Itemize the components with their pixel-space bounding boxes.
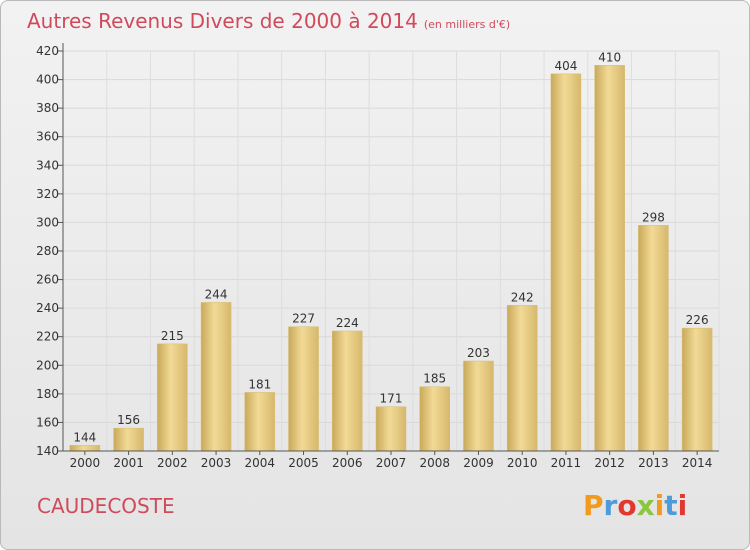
chart-subtitle: (en milliers d'€)	[423, 18, 511, 31]
x-tick-label-2008: 2008	[419, 456, 450, 470]
x-tick-label-2009: 2009	[463, 456, 494, 470]
bar-2011	[550, 73, 582, 452]
bar-2009	[463, 360, 494, 452]
value-label-2014: 226	[686, 313, 709, 327]
bar-2010	[506, 305, 538, 452]
bar-2002	[157, 343, 188, 452]
bar-2007	[375, 406, 407, 452]
y-tick-label: 240	[36, 301, 59, 315]
bars	[69, 65, 713, 452]
chart-title: Autres Revenus Divers de 2000 à 2014 (en …	[27, 9, 510, 33]
y-tick-label: 280	[36, 244, 59, 258]
value-label-2012: 410	[598, 50, 621, 64]
value-label-2000: 144	[73, 430, 96, 444]
y-tick-label: 140	[36, 444, 59, 458]
y-tick-label: 360	[36, 130, 59, 144]
y-tick-label: 400	[36, 73, 59, 87]
value-label-2011: 404	[554, 59, 577, 73]
x-tick-label-2006: 2006	[332, 456, 363, 470]
x-tick-label-2005: 2005	[288, 456, 319, 470]
x-tick-label-2004: 2004	[245, 456, 276, 470]
logo-letter: x	[636, 489, 655, 522]
bar-2001	[113, 427, 144, 452]
logo-letter: r	[603, 489, 618, 522]
bar-2005	[288, 326, 319, 452]
y-tick-label: 160	[36, 415, 59, 429]
x-tick-label-2003: 2003	[201, 456, 232, 470]
x-tick-label-2000: 2000	[70, 456, 101, 470]
x-tick-label-2012: 2012	[594, 456, 625, 470]
bar-2004	[244, 392, 276, 452]
bar-2000	[69, 445, 101, 452]
x-tick-label-2013: 2013	[638, 456, 669, 470]
labels: 140 160 180 200 220 240 260 280 300 320 340 360 380 4…	[36, 44, 712, 470]
value-label-2010: 242	[511, 290, 534, 304]
x-tick-label-2007: 2007	[376, 456, 407, 470]
bar-2013	[638, 225, 669, 452]
x-tick-label-2011: 2011	[551, 456, 582, 470]
value-label-2004: 181	[248, 377, 271, 391]
bar-2006	[332, 330, 363, 452]
y-tick-label: 420	[36, 44, 59, 58]
logo-letter: P	[583, 489, 604, 522]
value-label-2007: 171	[380, 392, 403, 406]
value-label-2003: 244	[205, 287, 228, 301]
y-tick-label: 340	[36, 158, 59, 172]
x-tick-label-2002: 2002	[157, 456, 188, 470]
bar-2014	[681, 327, 713, 452]
x-tick-label-2014: 2014	[682, 456, 713, 470]
value-label-2005: 227	[292, 312, 315, 326]
value-label-2008: 185	[423, 372, 446, 386]
y-tick-label: 200	[36, 358, 59, 372]
y-tick-label: 380	[36, 101, 59, 115]
y-tick-label: 260	[36, 273, 59, 287]
logo-letter: i	[654, 489, 665, 522]
value-label-2001: 156	[117, 413, 140, 427]
logo-letter: i	[677, 489, 688, 522]
value-label-2013: 298	[642, 210, 665, 224]
y-tick-label: 180	[36, 387, 59, 401]
axes	[58, 43, 719, 455]
y-tick-label: 220	[36, 330, 59, 344]
value-label-2006: 224	[336, 316, 359, 330]
bar-2012	[594, 65, 625, 452]
value-label-2009: 203	[467, 346, 490, 360]
proxiti-logo: Proxiti	[583, 489, 687, 522]
y-tick-label: 320	[36, 187, 59, 201]
bar-2008	[419, 386, 450, 452]
value-label-2002: 215	[161, 329, 184, 343]
x-tick-label-2001: 2001	[113, 456, 144, 470]
location-name: CAUDECOSTE	[37, 494, 175, 518]
x-tick-label-2010: 2010	[507, 456, 538, 470]
bar-2003	[200, 302, 232, 452]
y-tick-label: 300	[36, 215, 59, 229]
logo-letter: o	[617, 489, 637, 522]
logo-letter: t	[664, 489, 678, 522]
chart-title-text: Autres Revenus Divers de 2000 à 2014	[27, 9, 418, 33]
